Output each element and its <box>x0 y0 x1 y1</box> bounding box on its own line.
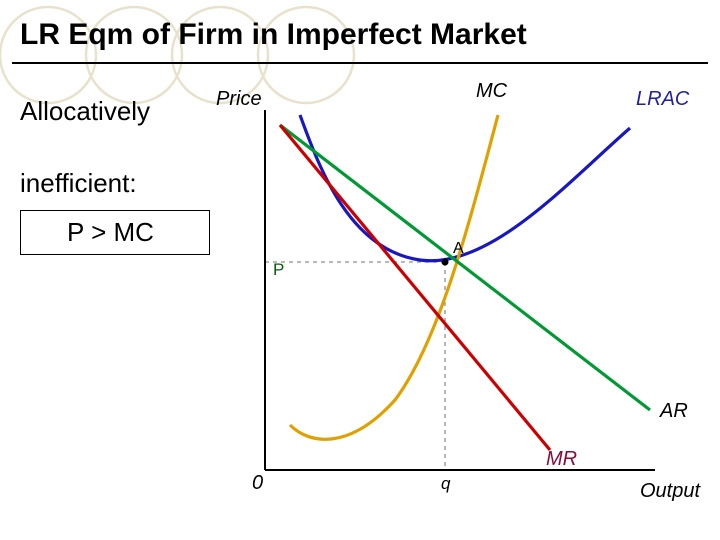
label-A: A <box>453 240 464 258</box>
mr-line <box>280 125 550 450</box>
eq-point-dot <box>442 259 449 266</box>
label-output: Output <box>640 480 700 503</box>
text-inefficient: inefficient: <box>20 168 137 199</box>
label-price: Price <box>216 88 262 111</box>
box-inequality: P > MC <box>20 210 210 255</box>
label-mc: MC <box>476 80 507 103</box>
text-pgtmc: P > MC <box>33 217 154 248</box>
slide-title: LR Eqm of Firm in Imperfect Market <box>20 18 527 52</box>
ar-line <box>280 125 650 410</box>
econ-chart: Price MC LRAC AR MR Output 0 P q A <box>220 80 710 530</box>
title-rule <box>12 62 708 64</box>
mc-curve <box>290 115 498 439</box>
label-mr: MR <box>546 448 577 471</box>
label-P: P <box>273 260 284 280</box>
text-allocatively: Allocatively <box>20 96 150 127</box>
label-origin: 0 <box>252 472 263 495</box>
label-q: q <box>441 474 450 494</box>
label-lrac: LRAC <box>636 88 689 111</box>
label-ar: AR <box>660 400 688 423</box>
